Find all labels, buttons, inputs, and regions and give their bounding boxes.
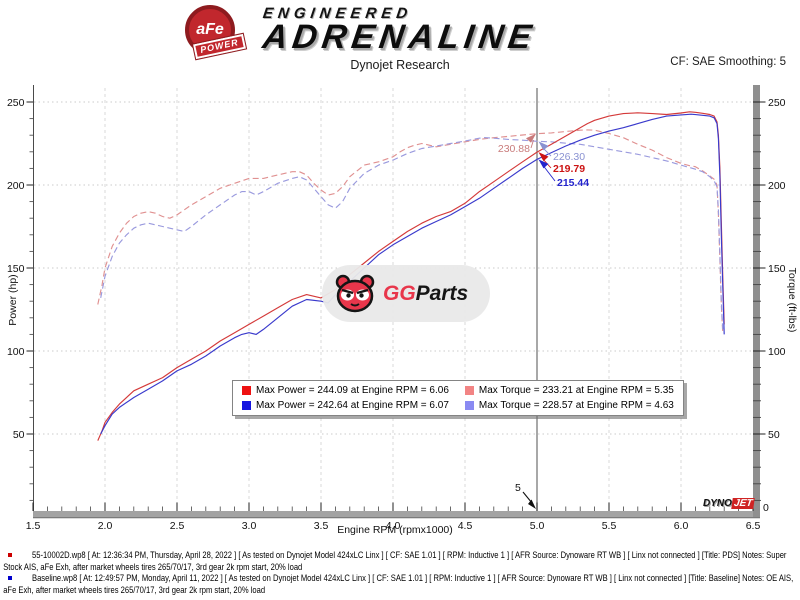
run-bullet	[8, 576, 12, 580]
y-axis-title-power: Power (hp)	[7, 274, 19, 326]
curve-2	[97, 111, 725, 441]
legend-label: Max Torque = 228.57 at Engine RPM = 4.63	[478, 400, 674, 411]
legend-swatch	[464, 386, 474, 395]
header-brand: aFe POWER ENGINEERED ADRENALINE	[183, 3, 539, 61]
afe-logo-text: aFe	[196, 21, 224, 38]
legend-label: Max Power = 242.64 at Engine RPM = 6.07	[256, 400, 449, 411]
ggparts-watermark: GGParts	[322, 265, 490, 322]
cursor-annotation-torque-run2: 226.30	[553, 151, 586, 163]
svg-text:2.0: 2.0	[98, 520, 113, 532]
run-entry-2: Baseline.wp8 [ At: 12:49:57 PM, Monday, …	[0, 573, 800, 596]
legend-item-max-power-run2: Max Power = 242.64 at Engine RPM = 6.07	[242, 398, 449, 413]
legend-swatch	[242, 401, 251, 410]
cursor-annotation-torque-run1: 230.88	[497, 143, 530, 155]
legend-item-max-power-run1: Max Power = 244.09 at Engine RPM = 6.06	[242, 383, 449, 398]
svg-text:1.5: 1.5	[26, 520, 41, 532]
right-axis-zero-label: 0	[763, 502, 769, 514]
svg-text:6.0: 6.0	[674, 520, 689, 532]
curve-3	[100, 113, 725, 435]
smoothing-setting: CF: SAE Smoothing: 5	[670, 56, 786, 68]
svg-text:5.0: 5.0	[530, 520, 545, 532]
svg-text:6.5: 6.5	[746, 520, 761, 532]
ggparts-mascot-icon	[335, 274, 375, 312]
svg-text:200: 200	[7, 180, 25, 192]
run-description-line: Stock AIS, aFe Exh, after market wheels …	[3, 561, 303, 573]
y-axis-title-torque: Torque (ft-lbs)	[786, 267, 798, 333]
run-entry-1: 55-10002D.wp8 [ At: 12:36:34 PM, Thursda…	[0, 550, 800, 573]
svg-text:2.5: 2.5	[170, 520, 185, 532]
ggparts-parts: Parts	[415, 281, 469, 305]
svg-text:50: 50	[768, 429, 780, 441]
dynojet-logo-dyno: DYNO	[703, 498, 732, 509]
ggparts-gg: GG	[383, 281, 416, 305]
chart-subtitle: Dynojet Research	[350, 58, 450, 72]
svg-text:150: 150	[7, 263, 25, 275]
legend: Max Power = 244.09 at Engine RPM = 6.06 …	[232, 380, 684, 416]
svg-text:3.0: 3.0	[242, 520, 257, 532]
cursor-annotation-power-run2: 215.44	[557, 177, 590, 189]
svg-text:150: 150	[768, 263, 786, 275]
svg-text:250: 250	[768, 97, 786, 109]
svg-text:4.5: 4.5	[458, 520, 473, 532]
legend-item-max-torque-run2: Max Torque = 228.57 at Engine RPM = 4.63	[464, 398, 674, 413]
svg-text:100: 100	[7, 346, 25, 358]
legend-swatch	[242, 386, 251, 395]
svg-text:50: 50	[13, 429, 25, 441]
cursor-rpm-label: 5	[515, 482, 521, 494]
ggparts-text: GGParts	[383, 282, 468, 306]
legend-swatch	[464, 401, 474, 410]
afe-power-logo: aFe POWER	[183, 3, 253, 61]
legend-item-max-torque-run1: Max Torque = 233.21 at Engine RPM = 5.35	[464, 383, 674, 398]
svg-text:3.5: 3.5	[314, 520, 329, 532]
svg-text:200: 200	[768, 180, 786, 192]
curve-0	[97, 129, 724, 335]
svg-text:250: 250	[7, 97, 25, 109]
dynojet-logo: DYNOJET	[703, 498, 756, 509]
dynojet-logo-jet: JET	[731, 498, 756, 509]
footer: 55-10002D.wp8 [ At: 12:36:34 PM, Thursda…	[0, 550, 800, 596]
run-bullet	[8, 553, 12, 557]
curve-1	[100, 137, 724, 332]
run-description-line: 55-10002D.wp8 [ At: 12:36:34 PM, Thursda…	[32, 550, 787, 561]
legend-label: Max Torque = 233.21 at Engine RPM = 5.35	[478, 385, 674, 396]
svg-text:5.5: 5.5	[602, 520, 617, 532]
legend-label: Max Power = 244.09 at Engine RPM = 6.06	[256, 385, 449, 396]
svg-text:100: 100	[768, 346, 786, 358]
run-description-line: aFe Exh, after market wheels tires 265/7…	[3, 584, 266, 596]
cursor-annotation-power-run1: 219.79	[553, 163, 586, 175]
x-axis-title: Engine RPM (rpmx1000)	[337, 524, 453, 536]
run-description-line: Baseline.wp8 [ At: 12:49:57 PM, Monday, …	[32, 573, 794, 584]
svg-text:4.0: 4.0	[386, 520, 401, 532]
